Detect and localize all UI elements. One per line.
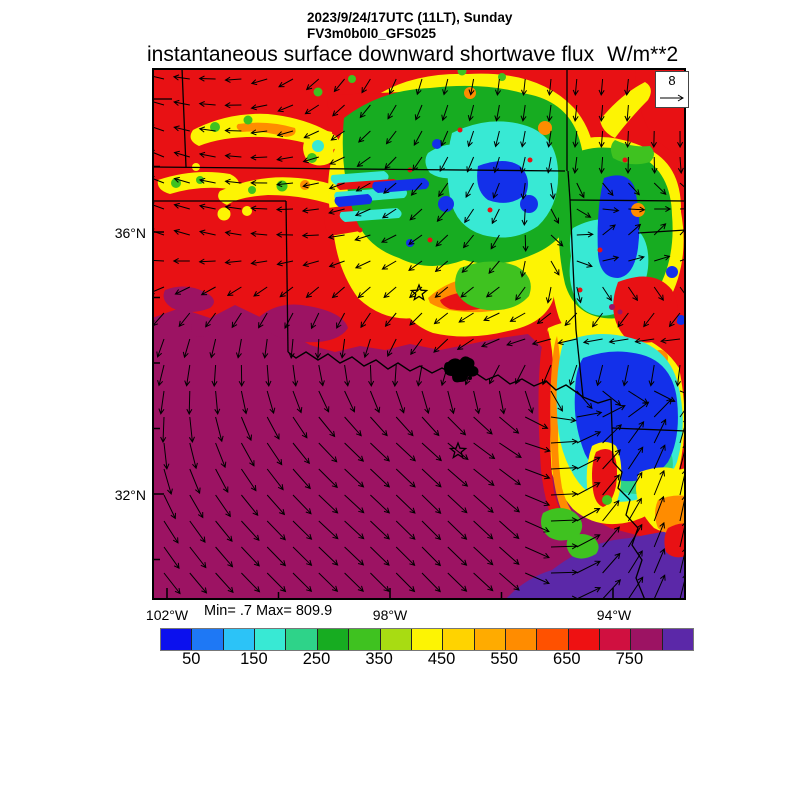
model-run-label: FV3m0b0l0_GFS025 [307, 26, 437, 41]
colorbar-segment [411, 629, 444, 650]
lon-tick-label-102w: 102°W [145, 607, 189, 623]
colorbar [160, 628, 694, 651]
reference-arrow-icon [660, 94, 684, 102]
se-storm-blob [538, 330, 686, 559]
colorbar-tick-label: 750 [615, 650, 644, 668]
units-label: W/m**2 [607, 43, 679, 66]
lat-tick-label-32n: 32°N [114, 487, 146, 503]
colorbar-segment [223, 629, 256, 650]
map-frame [152, 68, 686, 600]
map-canvas [152, 68, 686, 600]
colorbar-segment [631, 629, 663, 650]
min-max-label: Min= .7 Max= 809.9 [204, 603, 333, 619]
lon-tick-label-94w: 94°W [596, 607, 632, 623]
colorbar-segment [505, 629, 538, 650]
plot-title: instantaneous surface downward shortwave… [147, 43, 595, 66]
colorbar-segment [537, 629, 569, 650]
colorbar-tick-label: 450 [427, 650, 456, 668]
colorbar-tick-label: 550 [490, 650, 518, 668]
colorbar-tick-label: 150 [240, 650, 268, 668]
state-borders [152, 68, 686, 600]
lake-texoma [444, 356, 479, 383]
reference-vector-value: 8 [668, 73, 676, 88]
colorbar-segment [662, 629, 694, 650]
lon-tick-label-98w: 98°W [372, 607, 408, 623]
reference-vector-box: 8 [655, 71, 689, 108]
colorbar-segment [317, 629, 350, 650]
lat-tick-label-36n: 36°N [114, 225, 146, 241]
colorbar-tick-label: 250 [302, 650, 331, 668]
colorbar-segment [161, 629, 193, 650]
star-marker-south [448, 441, 468, 459]
colorbar-segment [380, 629, 412, 650]
flux-map [152, 68, 686, 600]
colorbar-tick-labels: 50 150 250 350 450 550 650 750 [160, 650, 692, 670]
cloud-streaks-nw [157, 113, 354, 221]
axis-ticks [152, 165, 614, 600]
colorbar-tick-label: 350 [365, 650, 393, 668]
colorbar-segment [443, 629, 475, 650]
colorbar-tick-label: 50 [182, 650, 201, 668]
colorbar-tick-label: 650 [553, 650, 581, 668]
valid-time-label: 2023/9/24/17UTC (11LT), Sunday [307, 10, 513, 25]
colorbar-segment [349, 629, 381, 650]
colorbar-segment [255, 629, 287, 650]
colorbar-segment [192, 629, 224, 650]
colorbar-segment [286, 629, 318, 650]
star-marker-north [409, 283, 429, 301]
colorbar-segment [600, 629, 632, 650]
colorbar-segment [568, 629, 601, 650]
wind-vector-layer [152, 73, 686, 600]
colorbar-segment [474, 629, 506, 650]
red-river [287, 351, 584, 398]
